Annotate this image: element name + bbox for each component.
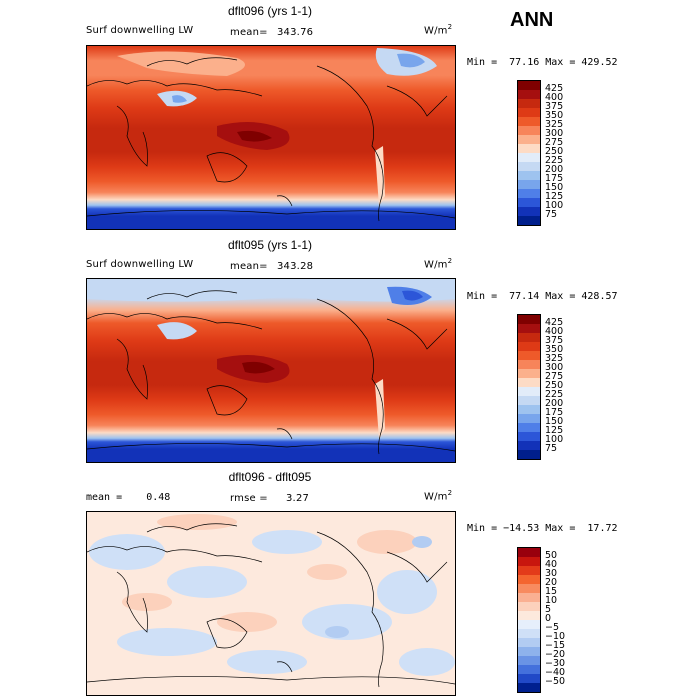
cbar-1-label: 275 [545, 137, 564, 148]
panel-2-units: W/m2 [424, 257, 453, 271]
cbar-2-label: 150 [545, 416, 564, 427]
panel-2-colorbar [517, 314, 541, 460]
cbar-2-label: 300 [545, 362, 564, 373]
panel-3-rmse-label: rmse = [230, 493, 268, 504]
cbar-1-label: 400 [545, 92, 564, 103]
panel-1-mean-value: 343.76 [277, 27, 314, 38]
cbar-1-label: 250 [545, 146, 564, 157]
season-label: ANN [510, 9, 554, 31]
cbar-1-label: 100 [545, 200, 564, 211]
cbar-2-label: 325 [545, 353, 564, 364]
panel-1-mean-label: mean= [230, 27, 268, 38]
cbar-3-label: −15 [545, 640, 566, 651]
cbar-1-label: 325 [545, 119, 564, 130]
cbar-3-label: −20 [545, 649, 566, 660]
cbar-1-label: 125 [545, 191, 564, 202]
cbar-3-label: −50 [545, 676, 566, 687]
panel-3-min-max: Min = −14.53 Max = 17.72 [467, 523, 618, 534]
cbar-2-label: 425 [545, 317, 564, 328]
panel-3-mean-label: mean = 0.48 [86, 492, 171, 503]
panel-2-min-max: Min = 77.14 Max = 428.57 [467, 291, 618, 302]
cbar-2-label: 375 [545, 335, 564, 346]
cbar-1-label: 375 [545, 101, 564, 112]
cbar-2-label: 175 [545, 407, 564, 418]
panel-1-field [87, 46, 455, 229]
cbar-3-label: 50 [545, 550, 558, 561]
cbar-1-label: 175 [545, 173, 564, 184]
cbar-2-label: 100 [545, 434, 564, 445]
cbar-1-label: 300 [545, 128, 564, 139]
cbar-1-label: 150 [545, 182, 564, 193]
cbar-1-label: 425 [545, 83, 564, 94]
panel-2-mean-value: 343.28 [277, 261, 314, 272]
panel-1-min-max: Min = 77.16 Max = 429.52 [467, 57, 618, 68]
cbar-3-label: 20 [545, 577, 558, 588]
cbar-2-label: 400 [545, 326, 564, 337]
panel-3-units: W/m2 [424, 489, 453, 503]
cbar-2-label: 75 [545, 443, 558, 454]
cbar-2-label: 250 [545, 380, 564, 391]
cbar-3-label: −5 [545, 622, 560, 633]
panel-3-title: dflt096 - dflt095 [228, 470, 312, 484]
panel-1-variable-label: Surf downwelling LW [86, 25, 194, 36]
panel-2-map [86, 278, 456, 463]
panel-2-mean-label: mean= [230, 261, 268, 272]
panel-1-title: dflt096 (yrs 1-1) [227, 4, 313, 18]
cbar-1-label: 75 [545, 209, 558, 220]
cbar-1-label: 200 [545, 164, 564, 175]
panel-2-title: dflt095 (yrs 1-1) [227, 238, 313, 252]
cbar-2-label: 275 [545, 371, 564, 382]
panel-2-variable-label: Surf downwelling LW [86, 259, 194, 270]
panel-3-colorbar [517, 547, 541, 693]
panel-3-map [86, 511, 456, 696]
cbar-3-label: 15 [545, 586, 558, 597]
cbar-2-label: 350 [545, 344, 564, 355]
panel-1-colorbar [517, 80, 541, 226]
cbar-3-label: 10 [545, 595, 558, 606]
panel-3-field [87, 512, 455, 695]
cbar-2-label: 225 [545, 389, 564, 400]
cbar-3-label: 0 [545, 613, 552, 624]
cbar-3-label: 40 [545, 559, 558, 570]
panel-3-rmse-value: 3.27 [286, 493, 310, 504]
cbar-1-label: 225 [545, 155, 564, 166]
cbar-2-label: 200 [545, 398, 564, 409]
cbar-2-label: 125 [545, 425, 564, 436]
panel-1-map [86, 45, 456, 230]
panel-2-field [87, 279, 455, 462]
cbar-1-label: 350 [545, 110, 564, 121]
cbar-3-label: −40 [545, 667, 566, 678]
cbar-3-label: 30 [545, 568, 558, 579]
cbar-3-label: −30 [545, 658, 566, 669]
cbar-3-label: 5 [545, 604, 552, 615]
panel-1-units: W/m2 [424, 23, 453, 37]
cbar-3-label: −10 [545, 631, 566, 642]
